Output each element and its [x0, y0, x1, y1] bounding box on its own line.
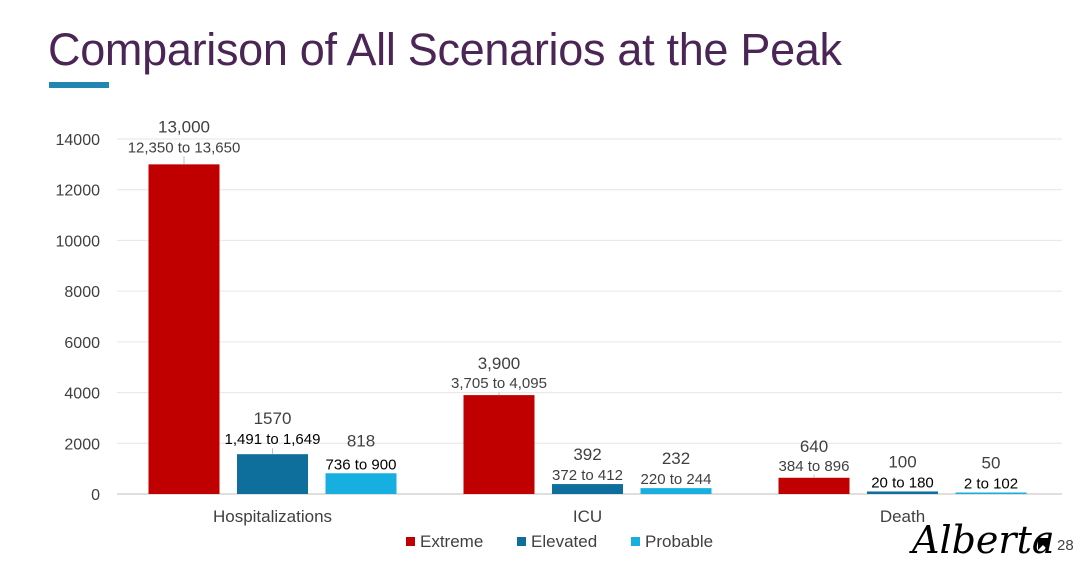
data-label-value: 392 — [573, 445, 601, 464]
alberta-logo: Alberta — [912, 518, 1055, 562]
data-label-range: 220 to 244 — [641, 471, 712, 488]
y-tick-label: 4000 — [64, 386, 100, 403]
bar-extreme — [148, 164, 220, 494]
data-label-value: 100 — [888, 452, 916, 471]
data-label-range: 372 to 412 — [552, 467, 623, 484]
bar-probable — [325, 473, 397, 494]
legend-label: Probable — [645, 532, 713, 551]
x-category-label: Death — [880, 507, 925, 526]
y-tick-label: 0 — [91, 487, 100, 504]
legend-swatch — [517, 537, 526, 546]
title-underline — [49, 82, 109, 88]
data-label-value: 50 — [982, 454, 1001, 473]
legend-label: Elevated — [531, 532, 597, 551]
bar-elevated — [237, 454, 308, 494]
y-tick-label: 10000 — [56, 233, 101, 250]
slide-title: Comparison of All Scenarios at the Peak — [48, 24, 842, 75]
legend-swatch — [631, 537, 640, 546]
data-label-range: 1,491 to 1,649 — [225, 431, 321, 448]
x-category-label: Hospitalizations — [213, 507, 332, 526]
alberta-flag-icon — [1038, 538, 1048, 550]
data-label-value: 818 — [347, 431, 375, 450]
page-number: 28 — [1057, 537, 1074, 554]
bar-probable — [955, 492, 1027, 494]
bar-probable — [640, 488, 712, 494]
data-label-range: 3,705 to 4,095 — [451, 375, 547, 392]
bar-extreme — [463, 395, 535, 494]
y-tick-label: 14000 — [56, 132, 101, 149]
bar-elevated — [552, 484, 623, 494]
y-tick-label: 12000 — [56, 183, 101, 200]
data-label-range: 20 to 180 — [871, 474, 934, 491]
data-label-range: 2 to 102 — [964, 476, 1018, 493]
data-label-value: 1570 — [254, 409, 292, 428]
bar-elevated — [867, 491, 938, 494]
y-tick-label: 8000 — [64, 284, 100, 301]
data-label-value: 232 — [662, 449, 690, 468]
bar-extreme — [778, 477, 850, 494]
data-label-value: 3,900 — [478, 354, 521, 373]
y-tick-label: 6000 — [64, 335, 100, 352]
data-label-range: 736 to 900 — [326, 456, 397, 473]
y-tick-label: 2000 — [64, 436, 100, 453]
data-label-range: 12,350 to 13,650 — [128, 139, 241, 156]
legend-swatch — [406, 537, 415, 546]
x-category-label: ICU — [573, 507, 602, 526]
data-label-range: 384 to 896 — [779, 458, 850, 475]
data-label-value: 13,000 — [158, 117, 210, 136]
data-label-value: 640 — [800, 437, 828, 456]
legend-label: Extreme — [420, 532, 483, 551]
